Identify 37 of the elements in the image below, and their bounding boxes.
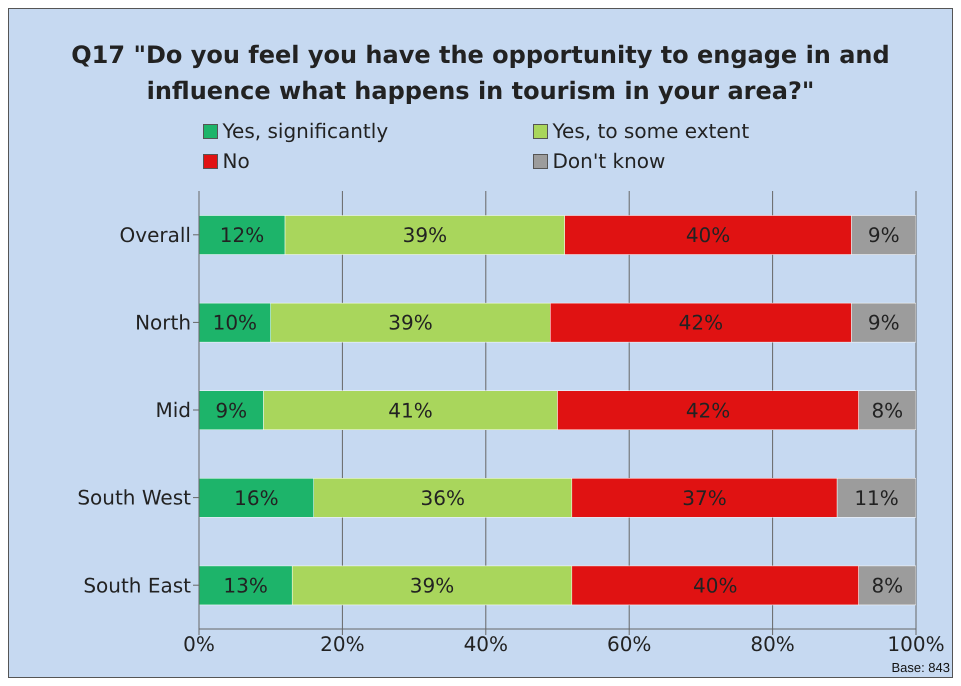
y-tick-label: North bbox=[135, 310, 191, 334]
x-tick-label: 80% bbox=[750, 632, 795, 656]
data-label: 8% bbox=[871, 574, 904, 598]
x-tick-label: 60% bbox=[606, 632, 652, 656]
legend-label: No bbox=[222, 149, 251, 173]
data-label: 13% bbox=[223, 574, 268, 598]
data-label: 37% bbox=[682, 486, 727, 510]
text: Base: 843 bbox=[891, 660, 950, 675]
data-label: 9% bbox=[868, 223, 900, 248]
data-label: 39% bbox=[388, 310, 433, 335]
data-label: 42% bbox=[678, 310, 724, 335]
y-tick-label: Overall bbox=[120, 222, 191, 247]
data-label: 40% bbox=[693, 574, 738, 598]
data-label: 36% bbox=[420, 486, 466, 510]
y-tick-label: South West bbox=[77, 486, 192, 510]
data-label: 41% bbox=[388, 398, 433, 422]
legend-label: Yes, to some extent bbox=[552, 119, 750, 143]
data-label: 8% bbox=[871, 398, 904, 422]
data-label: 9% bbox=[215, 398, 248, 422]
data-label: 16% bbox=[234, 486, 279, 510]
data-label: 39% bbox=[410, 574, 454, 598]
data-label: 9% bbox=[868, 310, 900, 335]
chart-title: Q17 "Do you feel you have the opportunity to engage in and influence what happens in tourism in your area?" bbox=[70, 40, 891, 107]
x-tick-label: 0% bbox=[183, 632, 215, 656]
data-label: 42% bbox=[686, 398, 730, 422]
legend-label: Yes, significantly bbox=[222, 119, 390, 143]
x-tick-label: 20% bbox=[320, 632, 365, 656]
data-label: 10% bbox=[212, 310, 258, 335]
y-tick-label: Mid bbox=[155, 398, 191, 422]
x-tick-label: 100% bbox=[887, 632, 945, 656]
data-label: 11% bbox=[854, 486, 899, 510]
y-tick-label: South East bbox=[83, 573, 192, 598]
x-tick-label: 40% bbox=[464, 632, 508, 656]
data-label: 39% bbox=[402, 223, 448, 248]
data-label: 12% bbox=[220, 223, 264, 248]
legend-label: Don't know bbox=[552, 149, 666, 173]
data-label: 40% bbox=[686, 223, 730, 248]
